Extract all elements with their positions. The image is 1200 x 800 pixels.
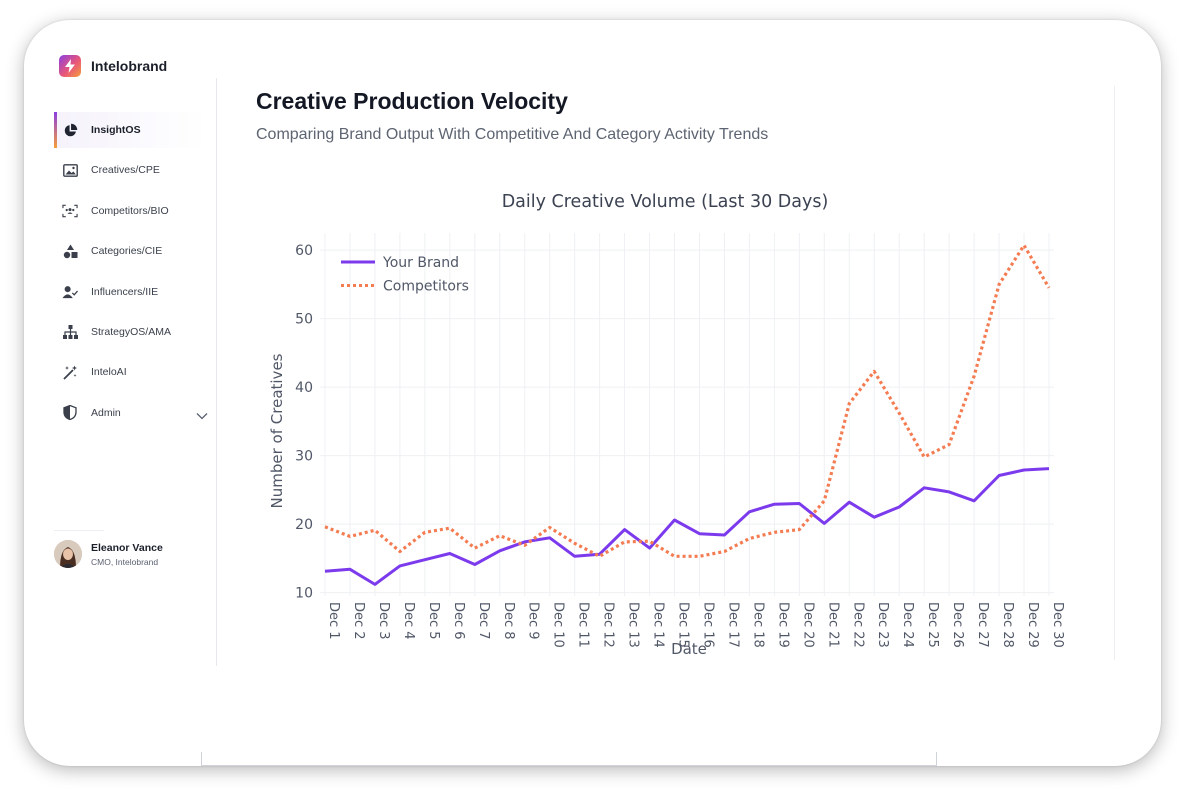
user-profile[interactable]: Eleanor Vance CMO, Intelobrand xyxy=(54,540,163,568)
x-tick-label: Dec 6 xyxy=(451,602,466,640)
user-check-icon xyxy=(62,284,78,300)
y-axis-ticks: 10 20 30 40 50 60 xyxy=(295,243,313,601)
chevron-down-icon[interactable] xyxy=(196,407,208,425)
sidebar-item-influencers[interactable]: Influencers/IIE xyxy=(54,274,206,310)
x-tick-label: Dec 24 xyxy=(900,602,915,648)
sidebar-item-inteloai[interactable]: InteloAI xyxy=(54,354,206,390)
app-window: Intelobrand InsightOS Creatives/CPE Comp… xyxy=(24,20,1161,766)
sidebar-item-competitors[interactable]: Competitors/BIO xyxy=(54,193,206,229)
x-tick-label: Dec 8 xyxy=(501,602,516,640)
sidebar-item-label: InsightOS xyxy=(91,124,141,136)
x-tick-label: Dec 18 xyxy=(750,602,765,648)
content-divider xyxy=(1114,86,1115,660)
x-tick-label: Dec 7 xyxy=(476,602,491,640)
sidebar-item-categories[interactable]: Categories/CIE xyxy=(54,233,206,269)
x-tick-label: Dec 5 xyxy=(426,602,441,640)
x-tick-label: Dec 25 xyxy=(925,602,940,648)
x-tick-label: Dec 23 xyxy=(875,602,890,648)
bottom-bracket-left xyxy=(201,752,202,766)
x-tick-label: Dec 9 xyxy=(526,602,541,640)
y-tick-label: 40 xyxy=(295,380,313,396)
sidebar-item-label: StrategyOS/AMA xyxy=(91,325,171,338)
sidebar-item-creatives[interactable]: Creatives/CPE xyxy=(54,152,206,188)
x-axis-label: Date xyxy=(671,640,707,658)
legend-label: Competitors xyxy=(383,279,469,295)
avatar xyxy=(54,540,82,568)
x-tick-label: Dec 19 xyxy=(775,602,790,648)
x-tick-label: Dec 27 xyxy=(975,602,990,648)
x-tick-label: Dec 16 xyxy=(700,602,715,648)
magic-wand-icon xyxy=(62,364,78,380)
bolt-icon xyxy=(59,55,81,77)
brand[interactable]: Intelobrand xyxy=(59,55,167,77)
users-scan-icon xyxy=(62,203,78,219)
series-line-your-brand xyxy=(324,467,1050,586)
x-tick-label: Dec 14 xyxy=(651,602,666,648)
sidebar-nav: InsightOS Creatives/CPE Competitors/BIO … xyxy=(54,112,208,435)
sidebar-item-label: Creatives/CPE xyxy=(91,164,160,177)
x-tick-label: Dec 13 xyxy=(626,602,641,648)
legend-label: Your Brand xyxy=(382,255,459,271)
user-role: CMO, Intelobrand xyxy=(91,556,159,567)
sidebar-item-label: InteloAI xyxy=(91,366,127,379)
y-tick-label: 50 xyxy=(295,312,313,328)
image-icon xyxy=(62,162,78,178)
sidebar-item-label: Influencers/IIE xyxy=(91,285,159,298)
chart-grid xyxy=(320,233,1054,596)
x-tick-label: Dec 12 xyxy=(601,602,616,648)
line-chart: Daily Creative Volume (Last 30 Days) 10 2… xyxy=(268,192,1065,658)
chart-series xyxy=(324,243,1051,586)
sidebar-divider xyxy=(216,78,217,666)
sidebar-item-label: Competitors/BIO xyxy=(91,204,169,217)
y-tick-label: 60 xyxy=(295,243,313,259)
x-tick-label: Dec 26 xyxy=(950,602,965,648)
x-tick-label: Dec 15 xyxy=(676,602,691,648)
page-subtitle: Comparing Brand Output With Competitive … xyxy=(256,126,769,143)
y-tick-label: 30 xyxy=(295,449,313,465)
x-tick-label: Dec 3 xyxy=(376,602,391,640)
series-line-competitors xyxy=(324,243,1051,558)
sidebar-item-admin[interactable]: Admin xyxy=(54,395,208,431)
x-tick-label: Dec 28 xyxy=(1000,602,1015,648)
shapes-icon xyxy=(62,243,78,259)
x-tick-label: Dec 11 xyxy=(576,602,591,648)
bottom-bracket-right xyxy=(936,752,937,766)
y-axis-label: Number of Creatives xyxy=(268,353,286,508)
sidebar-item-strategyos[interactable]: StrategyOS/AMA xyxy=(54,314,206,350)
x-tick-label: Dec 4 xyxy=(401,602,416,640)
sidebar-item-insightos[interactable]: InsightOS xyxy=(54,112,206,148)
x-tick-label: Dec 17 xyxy=(725,602,740,648)
pie-chart-icon xyxy=(62,122,78,138)
x-tick-label: Dec 1 xyxy=(326,602,341,640)
x-tick-label: Dec 22 xyxy=(850,602,865,648)
x-tick-label: Dec 30 xyxy=(1050,602,1065,648)
sidebar-item-label: Admin xyxy=(91,406,121,419)
page-title: Creative Production Velocity xyxy=(256,88,568,114)
y-tick-label: 10 xyxy=(295,586,313,602)
x-tick-label: Dec 29 xyxy=(1025,602,1040,648)
x-tick-label: Dec 2 xyxy=(351,602,366,640)
x-tick-label: Dec 20 xyxy=(800,602,815,648)
x-axis-ticks: Dec 1 Dec 2 Dec 3 Dec 4 Dec 5 Dec 6 Dec 7 Dec 8… xyxy=(326,602,1065,648)
chart-legend[interactable]: Your Brand Competitors xyxy=(341,255,469,295)
bottom-rule xyxy=(201,765,936,766)
sidebar-item-label: Categories/CIE xyxy=(91,245,163,258)
hierarchy-icon xyxy=(62,324,78,340)
user-separator xyxy=(54,530,104,531)
x-tick-label: Dec 21 xyxy=(825,602,840,648)
sidebar: Intelobrand InsightOS Creatives/CPE Comp… xyxy=(24,20,217,670)
chart-title: Daily Creative Volume (Last 30 Days) xyxy=(502,192,829,212)
user-name: Eleanor Vance xyxy=(91,541,163,554)
x-tick-label: Dec 10 xyxy=(551,602,566,648)
brand-name: Intelobrand xyxy=(91,58,168,74)
shield-icon xyxy=(62,405,78,421)
y-tick-label: 20 xyxy=(295,517,313,533)
